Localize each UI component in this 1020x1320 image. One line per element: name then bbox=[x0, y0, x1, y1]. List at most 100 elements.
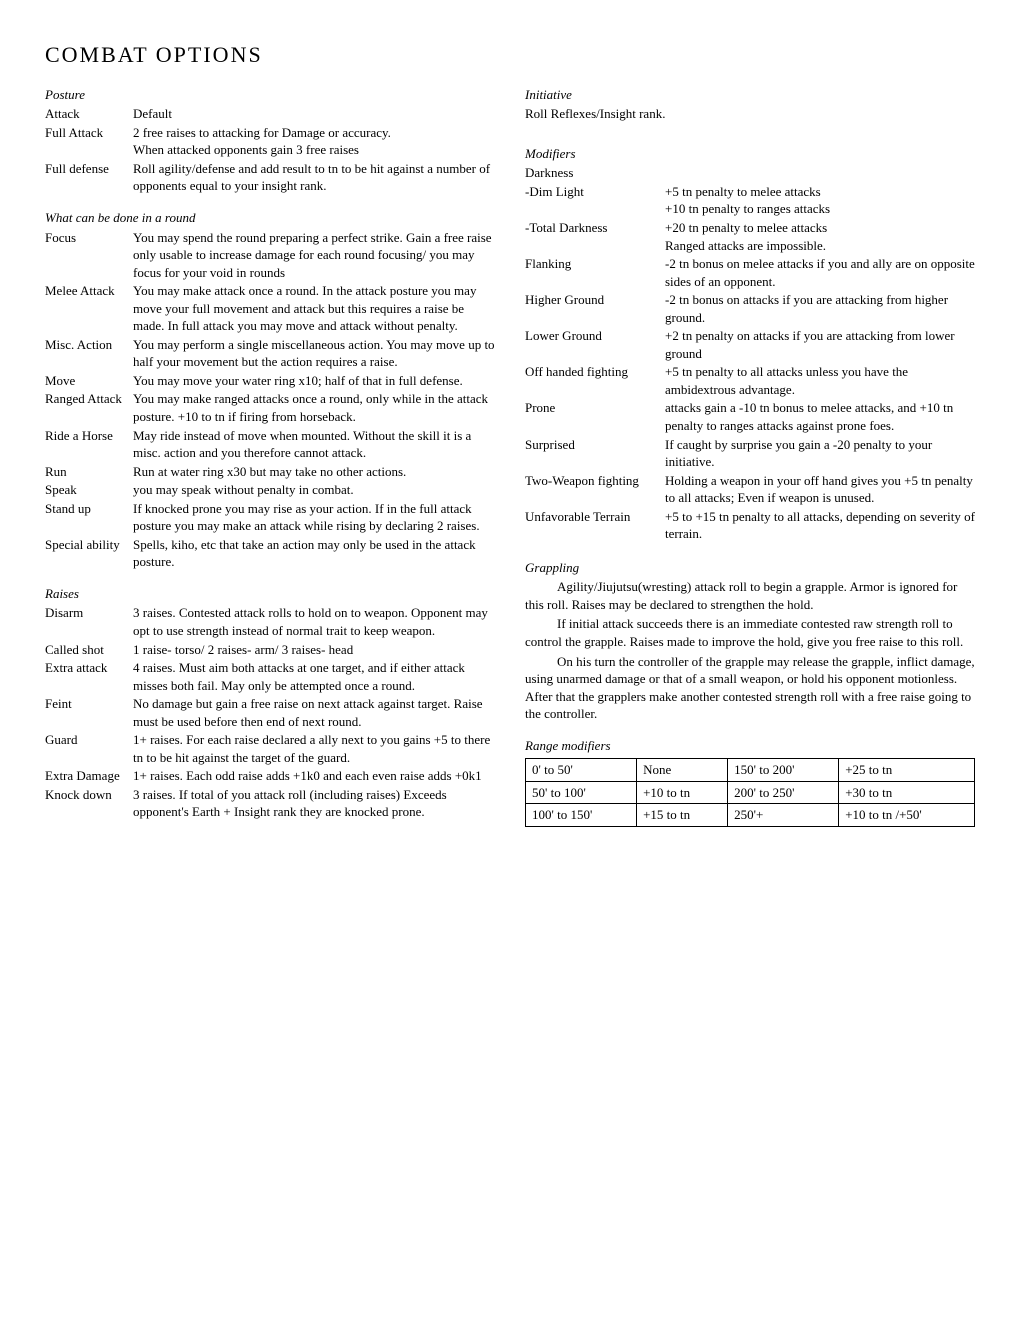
table-row: 0' to 50'None150' to 200'+25 to tn bbox=[526, 759, 975, 782]
table-row: 50' to 100'+10 to tn200' to 250'+30 to t… bbox=[526, 781, 975, 804]
row-desc: You may perform a single miscellaneous a… bbox=[133, 336, 495, 371]
row-label: Attack bbox=[45, 105, 133, 123]
row-desc: attacks gain a -10 tn bonus to melee att… bbox=[665, 399, 975, 434]
list-row: Special abilitySpells, kiho, etc that ta… bbox=[45, 536, 495, 571]
list-row: Disarm3 raises. Contested attack rolls t… bbox=[45, 604, 495, 639]
list-row: Called shot1 raise- torso/ 2 raises- arm… bbox=[45, 641, 495, 659]
row-label: Focus bbox=[45, 229, 133, 282]
row-desc: You may make attack once a round. In the… bbox=[133, 282, 495, 335]
row-desc: -2 tn bonus on attacks if you are attack… bbox=[665, 291, 975, 326]
list-row: -Dim Light+5 tn penalty to melee attacks… bbox=[525, 183, 975, 218]
grappling-paragraph: If initial attack succeeds there is an i… bbox=[525, 615, 975, 650]
row-label: Run bbox=[45, 463, 133, 481]
row-label: -Total Darkness bbox=[525, 219, 665, 254]
row-label: Extra attack bbox=[45, 659, 133, 694]
list-row: FeintNo damage but gain a free raise on … bbox=[45, 695, 495, 730]
list-row: Higher Ground-2 tn bonus on attacks if y… bbox=[525, 291, 975, 326]
table-cell: +25 to tn bbox=[839, 759, 975, 782]
row-desc: You may move your water ring x10; half o… bbox=[133, 372, 495, 390]
row-desc: +5 tn penalty to melee attacks+10 tn pen… bbox=[665, 183, 975, 218]
row-desc: 3 raises. Contested attack rolls to hold… bbox=[133, 604, 495, 639]
row-label: Ranged Attack bbox=[45, 390, 133, 425]
row-label: Speak bbox=[45, 481, 133, 499]
row-desc: May ride instead of move when mounted. W… bbox=[133, 427, 495, 462]
row-label: Knock down bbox=[45, 786, 133, 821]
left-column: Posture AttackDefaultFull Attack2 free r… bbox=[45, 72, 495, 827]
row-desc: you may speak without penalty in combat. bbox=[133, 481, 495, 499]
row-desc: Default bbox=[133, 105, 495, 123]
row-desc: 1+ raises. Each odd raise adds +1k0 and … bbox=[133, 767, 495, 785]
list-row: Speakyou may speak without penalty in co… bbox=[45, 481, 495, 499]
table-row: 100' to 150'+15 to tn250'++10 to tn /+50… bbox=[526, 804, 975, 827]
table-cell: 50' to 100' bbox=[526, 781, 637, 804]
page-title: COMBAT OPTIONS bbox=[45, 40, 975, 70]
row-desc bbox=[665, 164, 975, 182]
row-label: Flanking bbox=[525, 255, 665, 290]
row-label: Special ability bbox=[45, 536, 133, 571]
row-label: Guard bbox=[45, 731, 133, 766]
row-desc: +5 to +15 tn penalty to all attacks, dep… bbox=[665, 508, 975, 543]
row-label: Feint bbox=[45, 695, 133, 730]
row-desc: Roll agility/defense and add result to t… bbox=[133, 160, 495, 195]
row-desc: +2 tn penalty on attacks if you are atta… bbox=[665, 327, 975, 362]
row-label: Off handed fighting bbox=[525, 363, 665, 398]
row-desc: You may spend the round preparing a perf… bbox=[133, 229, 495, 282]
row-label: Ride a Horse bbox=[45, 427, 133, 462]
list-row: Guard1+ raises. For each raise declared … bbox=[45, 731, 495, 766]
row-desc: Holding a weapon in your off hand gives … bbox=[665, 472, 975, 507]
content-columns: Posture AttackDefaultFull Attack2 free r… bbox=[45, 72, 975, 827]
list-row: Full Attack2 free raises to attacking fo… bbox=[45, 124, 495, 159]
initiative-text: Roll Reflexes/Insight rank. bbox=[525, 105, 975, 123]
row-label: Darkness bbox=[525, 164, 665, 182]
row-desc: You may make ranged attacks once a round… bbox=[133, 390, 495, 425]
row-desc: 2 free raises to attacking for Damage or… bbox=[133, 124, 495, 159]
row-label: Move bbox=[45, 372, 133, 390]
modifiers-list: Darkness-Dim Light+5 tn penalty to melee… bbox=[525, 164, 975, 542]
list-row: MoveYou may move your water ring x10; ha… bbox=[45, 372, 495, 390]
right-column: Initiative Roll Reflexes/Insight rank. M… bbox=[525, 72, 975, 827]
list-row: Darkness bbox=[525, 164, 975, 182]
list-row: Ride a HorseMay ride instead of move whe… bbox=[45, 427, 495, 462]
row-desc: If caught by surprise you gain a -20 pen… bbox=[665, 436, 975, 471]
posture-heading: Posture bbox=[45, 86, 495, 104]
round-list: FocusYou may spend the round preparing a… bbox=[45, 229, 495, 571]
list-row: Flanking-2 tn bonus on melee attacks if … bbox=[525, 255, 975, 290]
round-heading: What can be done in a round bbox=[45, 209, 495, 227]
row-label: Two-Weapon fighting bbox=[525, 472, 665, 507]
table-cell: +10 to tn /+50' bbox=[839, 804, 975, 827]
row-desc: -2 tn bonus on melee attacks if you and … bbox=[665, 255, 975, 290]
row-desc: +5 tn penalty to all attacks unless you … bbox=[665, 363, 975, 398]
list-row: Two-Weapon fightingHolding a weapon in y… bbox=[525, 472, 975, 507]
row-label: Disarm bbox=[45, 604, 133, 639]
modifiers-heading: Modifiers bbox=[525, 145, 975, 163]
grappling-paragraph: On his turn the controller of the grappl… bbox=[525, 653, 975, 723]
list-row: Unfavorable Terrain+5 to +15 tn penalty … bbox=[525, 508, 975, 543]
row-label: Prone bbox=[525, 399, 665, 434]
row-desc: Run at water ring x30 but may take no ot… bbox=[133, 463, 495, 481]
table-cell: 0' to 50' bbox=[526, 759, 637, 782]
list-row: Ranged AttackYou may make ranged attacks… bbox=[45, 390, 495, 425]
list-row: SurprisedIf caught by surprise you gain … bbox=[525, 436, 975, 471]
list-row: -Total Darkness+20 tn penalty to melee a… bbox=[525, 219, 975, 254]
row-desc: 1+ raises. For each raise declared a all… bbox=[133, 731, 495, 766]
row-desc: Spells, kiho, etc that take an action ma… bbox=[133, 536, 495, 571]
row-label: Stand up bbox=[45, 500, 133, 535]
list-row: Misc. ActionYou may perform a single mis… bbox=[45, 336, 495, 371]
row-label: Full Attack bbox=[45, 124, 133, 159]
row-desc: 1 raise- torso/ 2 raises- arm/ 3 raises-… bbox=[133, 641, 495, 659]
list-row: Proneattacks gain a -10 tn bonus to mele… bbox=[525, 399, 975, 434]
table-cell: +10 to tn bbox=[637, 781, 728, 804]
table-cell: +30 to tn bbox=[839, 781, 975, 804]
grappling-paragraph: Agility/Jiujutsu(wresting) attack roll t… bbox=[525, 578, 975, 613]
row-desc: 4 raises. Must aim both attacks at one t… bbox=[133, 659, 495, 694]
table-cell: None bbox=[637, 759, 728, 782]
row-label: Unfavorable Terrain bbox=[525, 508, 665, 543]
list-row: Extra Damage1+ raises. Each odd raise ad… bbox=[45, 767, 495, 785]
list-row: Stand upIf knocked prone you may rise as… bbox=[45, 500, 495, 535]
row-label: Extra Damage bbox=[45, 767, 133, 785]
row-desc: +20 tn penalty to melee attacksRanged at… bbox=[665, 219, 975, 254]
table-cell: 200' to 250' bbox=[728, 781, 839, 804]
list-row: FocusYou may spend the round preparing a… bbox=[45, 229, 495, 282]
list-row: Lower Ground+2 tn penalty on attacks if … bbox=[525, 327, 975, 362]
list-row: Full defenseRoll agility/defense and add… bbox=[45, 160, 495, 195]
